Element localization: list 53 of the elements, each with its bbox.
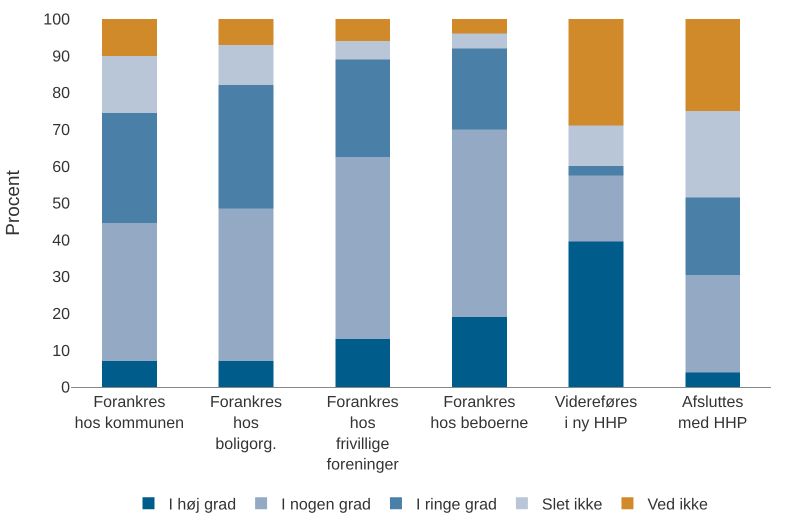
y-tick-label: 40 [52,232,70,250]
y-tick-label: 10 [52,342,70,360]
bar [335,19,390,42]
legend-label: Ved ikke [647,496,708,514]
y-tick-label: 70 [52,122,70,139]
bar [685,19,740,111]
bar [102,112,157,224]
bar [218,44,274,86]
bar [335,157,390,340]
bar [452,317,507,387]
bar [568,19,624,126]
bar [568,126,624,166]
x-tick-label: Afsluttes med HHP [678,394,748,432]
bar [218,208,274,362]
bar [685,372,740,387]
x-tick-label: Forankres hos kommunen [74,394,184,432]
bar [452,34,507,48]
bar [102,56,157,113]
y-axis-title: Procent [3,170,24,236]
legend-label: Slet ikke [542,496,602,514]
bar [102,223,157,362]
y-tick-label: 50 [52,196,70,213]
x-tick-label: Forankres hos beboerne [430,394,528,432]
y-tick-label: 90 [52,48,70,66]
legend-label: I høj grad [168,496,236,514]
x-tick-label: Videreføres i ny HHP [554,394,638,432]
bar [218,361,274,387]
x-tick-label: Forankres hos frivillige foreninger [326,394,400,474]
bar [335,41,390,60]
y-tick-label: 100 [43,12,70,29]
bar [452,19,507,34]
bar [568,242,624,387]
bar [452,129,507,318]
y-tick-label: 30 [52,269,70,286]
legend-label: I ringe grad [416,496,497,514]
y-tick-label: 0 [61,380,70,397]
bar [685,274,740,372]
legend-label: I nogen grad [281,496,371,514]
bar [568,175,624,242]
bar [102,19,157,56]
y-tick-label: 60 [52,158,70,176]
bar [335,59,390,157]
bar [452,48,507,130]
y-tick-label: 80 [52,85,70,102]
bar [102,361,157,387]
bar [218,85,274,209]
bar [685,111,740,198]
x-tick-label: Forankres hos boligorg. [210,394,282,453]
bar [685,197,740,275]
bar [218,19,274,45]
bar [568,166,624,176]
bar [335,339,390,387]
y-tick-label: 20 [52,306,70,323]
